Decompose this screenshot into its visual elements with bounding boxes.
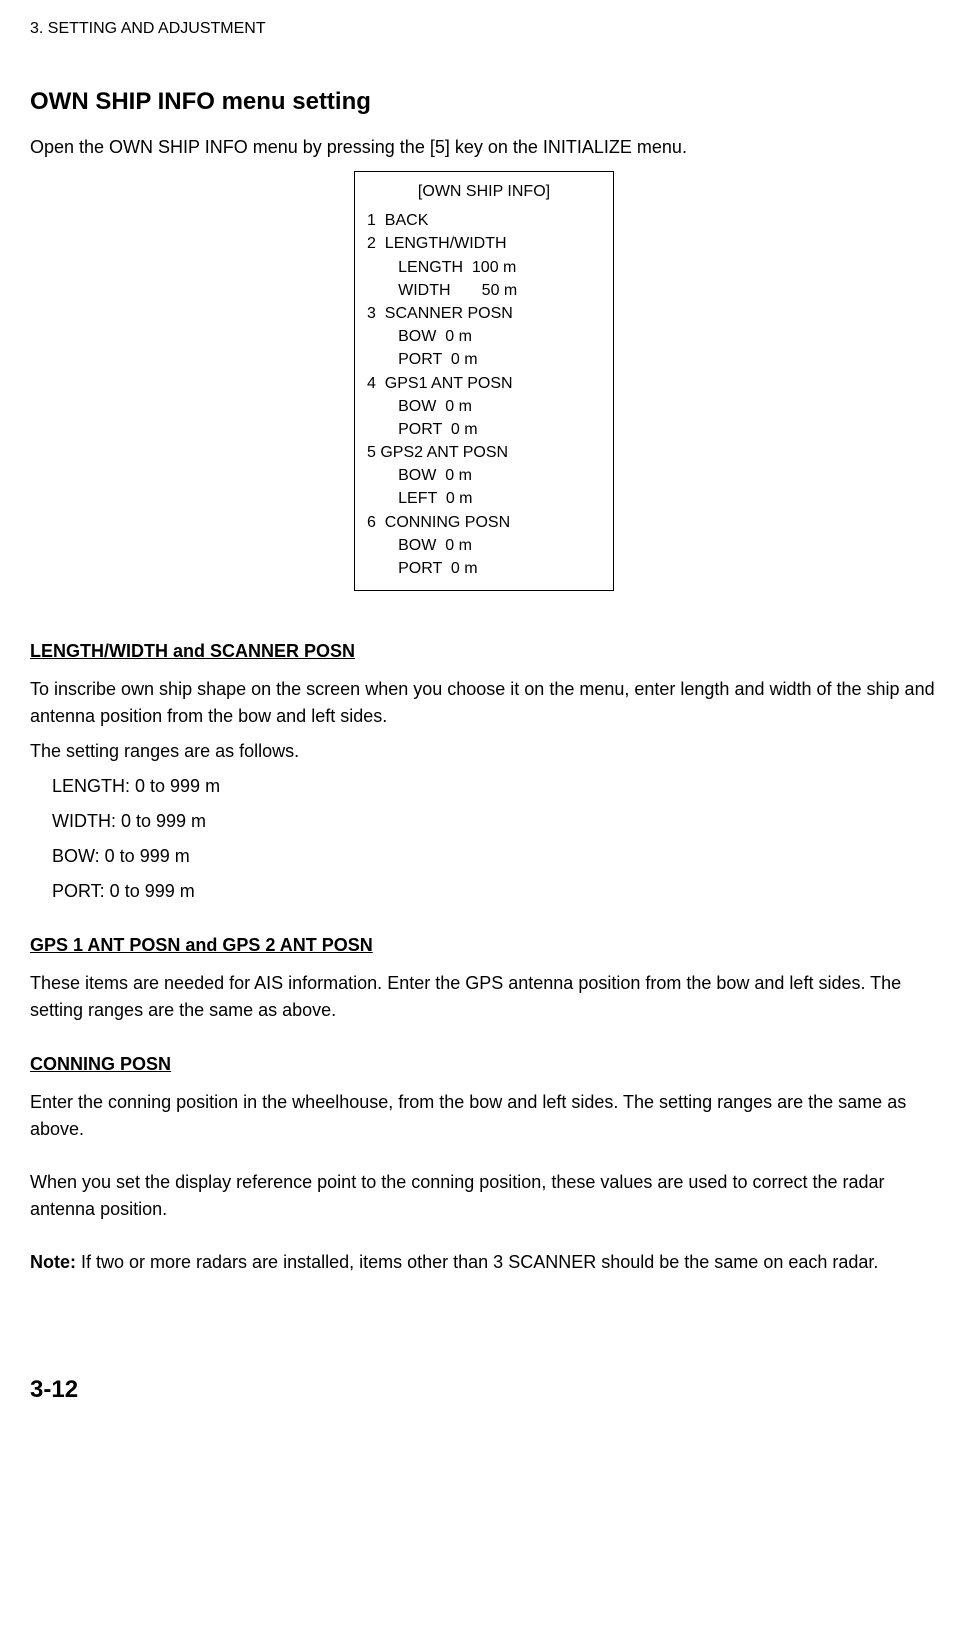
range-line: LENGTH: 0 to 999 m [30, 773, 938, 800]
menu-line: 5 GPS2 ANT POSN [367, 441, 601, 464]
note-body: If two or more radars are installed, ite… [76, 1252, 878, 1272]
note-text: Note: If two or more radars are installe… [30, 1249, 938, 1276]
menu-line: 2 LENGTH/WIDTH [367, 232, 601, 255]
menu-line: LEFT 0 m [367, 487, 601, 510]
menu-line: PORT 0 m [367, 348, 601, 371]
menu-title: [OWN SHIP INFO] [367, 180, 601, 203]
menu-line: 3 SCANNER POSN [367, 302, 601, 325]
menu-line: PORT 0 m [367, 418, 601, 441]
subheading-gps: GPS 1 ANT POSN and GPS 2 ANT POSN [30, 935, 938, 956]
body-text: When you set the display reference point… [30, 1169, 938, 1223]
menu-line: BOW 0 m [367, 534, 601, 557]
range-line: BOW: 0 to 999 m [30, 843, 938, 870]
body-text: To inscribe own ship shape on the screen… [30, 676, 938, 730]
page-number: 3-12 [30, 1376, 938, 1404]
menu-line: BOW 0 m [367, 395, 601, 418]
range-line: WIDTH: 0 to 999 m [30, 808, 938, 835]
menu-line: 6 CONNING POSN [367, 511, 601, 534]
menu-line: 4 GPS1 ANT POSN [367, 372, 601, 395]
menu-line: PORT 0 m [367, 557, 601, 580]
menu-line: BOW 0 m [367, 464, 601, 487]
note-label: Note: [30, 1252, 76, 1272]
body-text: These items are needed for AIS informati… [30, 970, 938, 1024]
range-line: PORT: 0 to 999 m [30, 878, 938, 905]
body-text: The setting ranges are as follows. [30, 738, 938, 765]
menu-line: 1 BACK [367, 209, 601, 232]
subheading-conning: CONNING POSN [30, 1054, 938, 1075]
menu-box: [OWN SHIP INFO] 1 BACK 2 LENGTH/WIDTH LE… [354, 171, 614, 591]
menu-line: LENGTH 100 m [367, 256, 601, 279]
body-text: Enter the conning position in the wheelh… [30, 1089, 938, 1143]
menu-line: WIDTH 50 m [367, 279, 601, 302]
intro-text: Open the OWN SHIP INFO menu by pressing … [30, 134, 938, 161]
menu-line: BOW 0 m [367, 325, 601, 348]
section-title: OWN SHIP INFO menu setting [30, 88, 938, 116]
subheading-length-width: LENGTH/WIDTH and SCANNER POSN [30, 641, 938, 662]
chapter-header: 3. SETTING AND ADJUSTMENT [30, 20, 938, 38]
